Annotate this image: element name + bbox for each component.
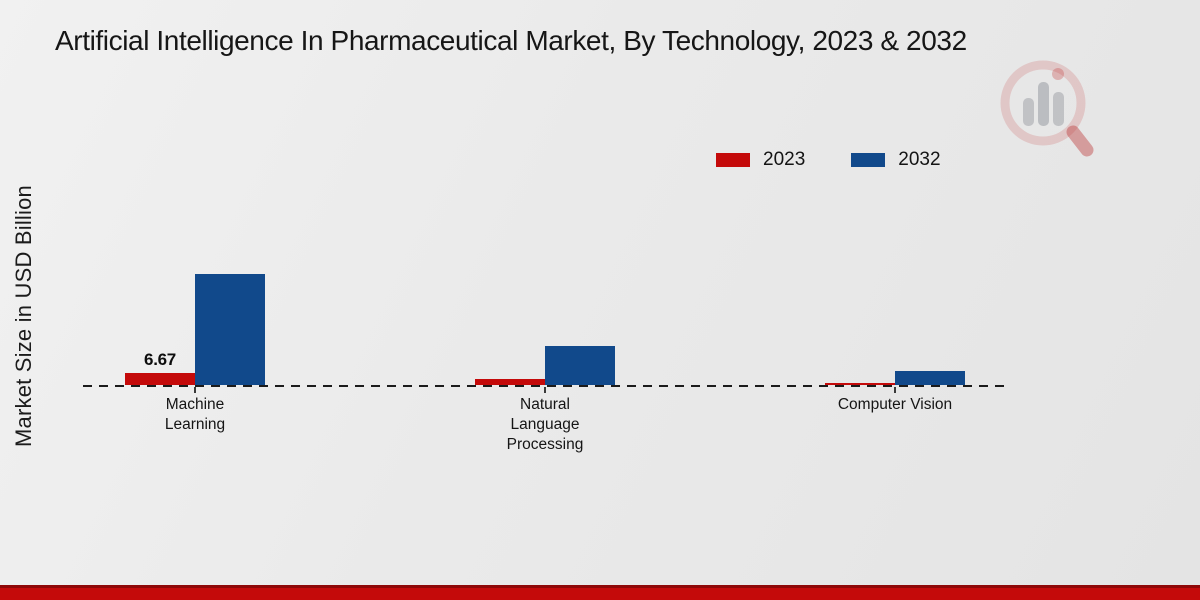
bar-2032-natural-language-processing — [545, 346, 615, 385]
x-axis-category-label: Machine Learning — [164, 396, 226, 433]
legend-item-2032: 2032 — [851, 149, 941, 171]
x-axis-tick — [894, 387, 896, 393]
bar-2032-machine-learning — [195, 274, 265, 385]
bar-2023-computer-vision — [825, 383, 895, 385]
x-axis-category-label: Natural Language Processing — [506, 396, 584, 453]
brand-logo-watermark-icon — [1000, 60, 1094, 157]
legend-item-2023: 2023 — [716, 149, 805, 171]
legend-label-2023: 2023 — [763, 149, 806, 170]
bar-value-label: 6.67 — [144, 350, 176, 369]
x-axis-category-label: Computer Vision — [837, 396, 953, 413]
footer-accent-bar — [0, 585, 1200, 600]
legend-label-2032: 2032 — [898, 149, 941, 170]
legend: 2023 2032 — [716, 149, 941, 171]
legend-swatch-2032 — [851, 153, 886, 167]
chart-title: Artificial Intelligence In Pharmaceutica… — [55, 25, 967, 56]
x-axis-baseline — [83, 385, 1007, 387]
bar-2032-computer-vision — [895, 371, 965, 385]
x-axis-tick — [544, 387, 546, 393]
x-axis-tick — [194, 387, 196, 393]
legend-swatch-2023 — [716, 153, 750, 167]
bar-2023-natural-language-processing — [475, 379, 545, 385]
bar-2023-machine-learning — [125, 373, 195, 385]
